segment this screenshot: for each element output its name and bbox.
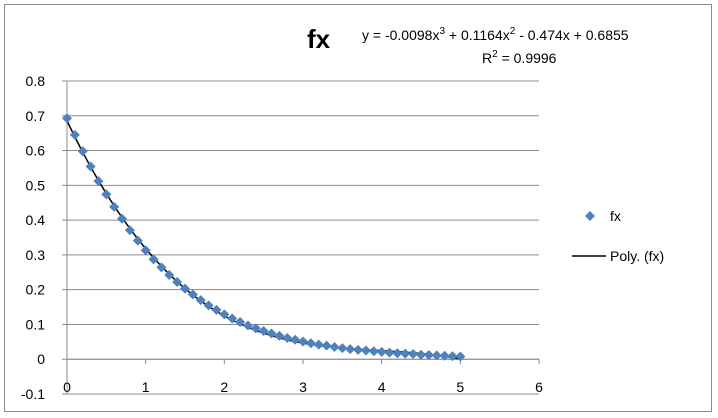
data-point-fx (282, 333, 293, 344)
data-point-fx (431, 350, 442, 361)
y-tick-label: 0.6 (26, 143, 46, 159)
x-tick-label: 6 (535, 379, 543, 395)
data-point-fx (321, 340, 332, 351)
axes (62, 80, 540, 395)
x-tick-label: 2 (220, 379, 228, 395)
data-point-fx (439, 350, 450, 361)
data-point-fx (148, 254, 159, 265)
x-tick-label: 3 (299, 379, 307, 395)
data-point-fx (345, 344, 356, 355)
data-point-fx (408, 349, 419, 360)
data-point-fx (242, 320, 253, 331)
r-squared-exp: 2 (492, 49, 498, 60)
marker-layer (62, 113, 466, 362)
data-point-fx (455, 351, 466, 362)
data-point-fx (305, 338, 316, 349)
data-point-fx (258, 326, 269, 337)
data-point-fx (392, 348, 403, 359)
y-tick-label: -0.1 (21, 386, 45, 402)
r-squared-label: R2 = 0.9996 (482, 49, 557, 66)
data-point-fx (337, 343, 348, 354)
x-tick-label: 1 (142, 379, 150, 395)
data-point-fx (447, 351, 458, 362)
equation-part-tail: - 0.474x + 0.6855 (515, 27, 628, 43)
data-point-fx (180, 283, 190, 294)
data-point-fx (384, 347, 395, 358)
data-point-fx (132, 235, 143, 246)
y-tick-label: 0.8 (26, 73, 46, 89)
y-tick-label: 0.4 (26, 212, 46, 228)
y-tick-label: 0.2 (26, 282, 46, 298)
data-point-fx (266, 328, 277, 339)
data-point-fx (423, 350, 434, 361)
data-point-fx (400, 348, 411, 359)
data-point-fx (290, 334, 301, 345)
data-point-fx (203, 300, 214, 311)
equation-exp-3: 3 (439, 26, 445, 37)
chart-frame (4, 4, 712, 412)
tick-labels: -0.1 0 0.1 0.2 0.3 0.4 0.5 0.6 0.7 0.8 0 1 2 3 4 5 6 (21, 73, 543, 402)
data-point-fx (250, 323, 261, 334)
equation-part-mid: + 0.1164x (445, 27, 510, 43)
data-point-fx (140, 245, 151, 256)
data-point-fx (85, 161, 96, 172)
trendline-layer (66, 120, 461, 360)
data-point-fx (62, 113, 72, 124)
data-point-fx (172, 277, 183, 288)
equation-part-lead: y = -0.0098x (362, 27, 439, 43)
legend: fx Poly. (fx) (572, 208, 664, 264)
equation-exp-2: 2 (510, 26, 516, 37)
data-point-fx (368, 346, 379, 357)
trendline-poly-fx (66, 120, 461, 360)
data-point-fx (235, 317, 246, 328)
data-point-fx (109, 201, 120, 212)
r-squared-lead: R (482, 50, 492, 66)
y-tick-label: 0.3 (26, 247, 46, 263)
data-point-fx (274, 330, 285, 341)
x-tick-label: 0 (63, 379, 71, 395)
legend-label-fx: fx (610, 208, 621, 224)
data-point-fx (93, 176, 104, 187)
data-point-fx (117, 213, 128, 224)
data-point-fx (353, 344, 364, 355)
legend-marker-fx (585, 211, 595, 221)
data-point-fx (329, 342, 340, 353)
trendline-equation: y = -0.0098x3 + 0.1164x2 - 0.474x + 0.68… (362, 26, 629, 43)
data-point-fx (187, 289, 198, 300)
x-tick-label: 5 (456, 379, 464, 395)
y-tick-label: 0 (37, 351, 45, 367)
data-point-fx (101, 189, 112, 200)
data-point-fx (211, 304, 222, 315)
legend-label-poly: Poly. (fx) (610, 248, 664, 264)
data-point-fx (195, 295, 206, 306)
data-point-fx (227, 313, 238, 324)
x-tick-label: 4 (378, 379, 386, 395)
data-point-fx (69, 129, 80, 140)
data-point-fx (156, 262, 167, 273)
data-point-fx (77, 146, 88, 157)
data-point-fx (298, 336, 308, 347)
data-point-fx (313, 339, 324, 350)
chart-title: fx (307, 24, 331, 54)
data-point-fx (219, 309, 230, 320)
data-point-fx (360, 345, 371, 356)
data-point-fx (416, 349, 426, 360)
r-squared-tail: = 0.9996 (498, 50, 557, 66)
data-point-fx (164, 270, 175, 281)
y-tick-label: 0.1 (26, 316, 46, 332)
y-tick-label: 0.5 (26, 177, 46, 193)
data-point-fx (124, 225, 135, 236)
data-point-fx (376, 346, 387, 357)
y-tick-label: 0.7 (26, 108, 46, 124)
